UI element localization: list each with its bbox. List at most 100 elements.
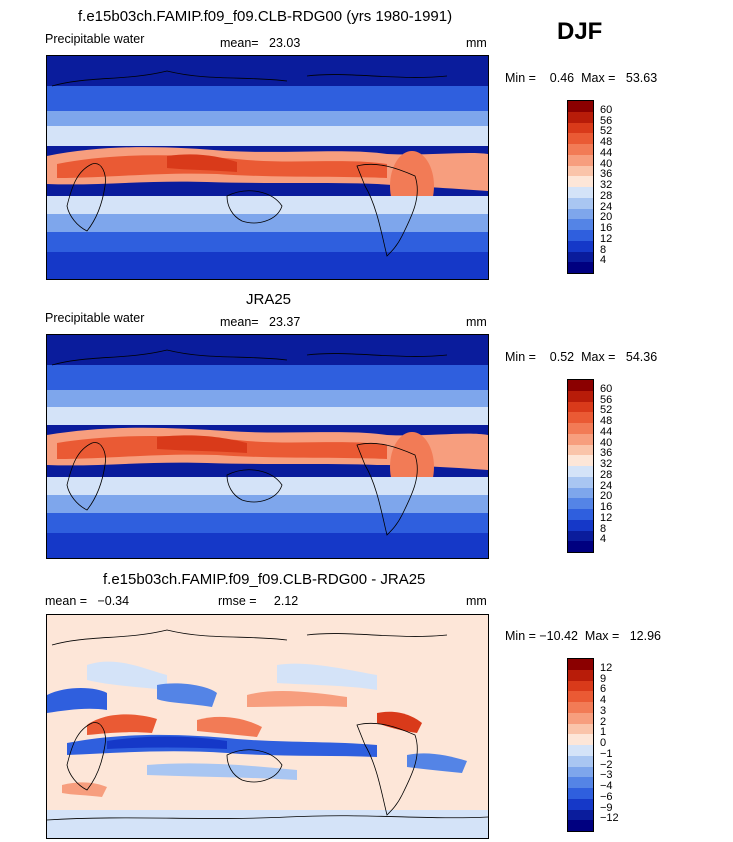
- colorbar-swatch: [568, 466, 593, 477]
- colorbar-swatch: [568, 777, 593, 788]
- colorbar-tick-label: 16: [600, 501, 613, 513]
- colorbar-tick-label: 36: [600, 447, 613, 460]
- colorbar-tick-label: 12: [600, 232, 613, 245]
- colorbar-tick-label: 1: [600, 726, 607, 739]
- colorbar-tick-label: 4: [600, 254, 607, 267]
- colorbar-swatch: [568, 165, 593, 177]
- colorbar-tick-label: 52: [600, 125, 613, 138]
- panel-3-rmse: rmse = 2.12: [218, 594, 299, 608]
- colorbar-tick-label: −9: [600, 801, 613, 814]
- colorbar-swatch: [568, 487, 593, 499]
- colorbar-tick-label: 16: [600, 222, 613, 234]
- colorbar-swatch: [568, 240, 593, 252]
- colorbar-swatch: [568, 187, 593, 198]
- panel-1-field: [47, 56, 488, 279]
- colorbar-swatch: [568, 390, 593, 402]
- panel-3-map: [46, 614, 489, 839]
- colorbar-tick-label: 0: [600, 737, 607, 749]
- panel-3-coastlines: [47, 629, 488, 821]
- colorbar-swatch: [568, 519, 593, 531]
- panel-1-title: f.e15b03ch.FAMIP.f09_f09.CLB-RDG00 (yrs …: [78, 8, 453, 25]
- colorbar-swatch: [568, 444, 593, 456]
- colorbar-tick-label: 4: [600, 694, 607, 706]
- colorbar-swatch: [568, 669, 593, 681]
- colorbar-swatch: [568, 820, 593, 831]
- season-label: DJF: [557, 18, 603, 45]
- colorbar-tick-label: 24: [600, 200, 613, 213]
- colorbar-tick-label: 36: [600, 168, 613, 181]
- colorbar-swatch: [568, 154, 593, 166]
- colorbar-tick-label: −2: [600, 758, 613, 771]
- panel-1-map: [46, 55, 489, 280]
- colorbar-tick-label: 56: [600, 393, 613, 406]
- colorbar-tick-label: 6: [600, 683, 607, 696]
- colorbar-tick-label: 8: [600, 522, 607, 535]
- panel-1-map-svg: [47, 56, 488, 279]
- colorbar-tick-label: 8: [600, 243, 607, 256]
- colorbar-tick-label: 20: [600, 211, 613, 224]
- colorbar-tick-label: −12: [600, 812, 619, 825]
- colorbar-swatch: [568, 766, 593, 778]
- colorbar-tick-label: 28: [600, 468, 613, 481]
- panel-3-map-svg: [47, 615, 488, 838]
- colorbar-tick-label: −6: [600, 790, 613, 803]
- colorbar-tick-label: 44: [600, 146, 613, 159]
- panel-3-mean: mean = −0.34: [45, 594, 130, 608]
- panel-3-field: [47, 615, 488, 838]
- panel-2-title: JRA25: [246, 291, 292, 308]
- colorbar-swatch: [568, 755, 593, 767]
- colorbar-tick-label: 40: [600, 157, 613, 170]
- colorbar-swatch: [568, 251, 593, 263]
- colorbar-tick-label: 52: [600, 404, 613, 417]
- colorbar-swatch: [568, 262, 593, 273]
- colorbar-swatch: [568, 745, 593, 756]
- colorbar-tick-label: 3: [600, 704, 607, 717]
- colorbar-swatch: [568, 122, 593, 134]
- colorbar-swatch: [568, 176, 593, 187]
- colorbar-tick-label: 40: [600, 436, 613, 449]
- panel-2-variable: Precipitable water: [45, 311, 145, 325]
- colorbar-swatch: [568, 498, 593, 509]
- colorbar-swatch: [568, 423, 593, 434]
- panel-3-minmax: Min = −10.42 Max = 12.96: [505, 629, 661, 643]
- colorbar-tick-label: 56: [600, 114, 613, 127]
- colorbar-tick-label: 48: [600, 136, 613, 148]
- colorbar-tick-label: 4: [600, 533, 607, 546]
- colorbar-swatch: [568, 659, 593, 670]
- colorbar-swatch: [568, 712, 593, 724]
- colorbar-tick-label: 20: [600, 490, 613, 503]
- panel-1-mean: mean= 23.03: [220, 36, 301, 50]
- colorbar-tick-label: 60: [600, 103, 613, 116]
- colorbar-swatch: [568, 197, 593, 209]
- panel-3-title: f.e15b03ch.FAMIP.f09_f09.CLB-RDG00 - JRA…: [103, 571, 426, 588]
- panel-2-units: mm: [466, 315, 487, 329]
- colorbar-tick-label: 48: [600, 415, 613, 427]
- colorbar-swatch: [568, 680, 593, 692]
- colorbar-tick-label: 44: [600, 425, 613, 438]
- panel-3-units: mm: [466, 594, 487, 608]
- panel-2-minmax: Min = 0.52 Max = 54.36: [505, 350, 658, 364]
- colorbar-swatch: [568, 723, 593, 735]
- colorbar-swatch: [568, 788, 593, 799]
- colorbar-swatch: [568, 380, 593, 391]
- panel-1-units: mm: [466, 36, 487, 50]
- panel-2-colorbar: [567, 379, 594, 553]
- panel-1-coastlines: [51, 70, 448, 257]
- colorbar-swatch: [568, 691, 593, 702]
- colorbar-tick-label: −4: [600, 780, 613, 792]
- panel-1-minmax: Min = 0.46 Max = 53.63: [505, 71, 658, 85]
- colorbar-swatch: [568, 101, 593, 112]
- panel-1-colorbar: [567, 100, 594, 274]
- colorbar-swatch: [568, 541, 593, 552]
- colorbar-tick-label: 32: [600, 179, 613, 191]
- colorbar-swatch: [568, 111, 593, 123]
- panel-2-coastlines: [51, 349, 448, 536]
- colorbar-tick-label: −3: [600, 769, 613, 782]
- colorbar-tick-label: 12: [600, 511, 613, 524]
- panel-2-mean: mean= 23.37: [220, 315, 301, 329]
- panel-1-variable: Precipitable water: [45, 32, 145, 46]
- colorbar-swatch: [568, 702, 593, 713]
- panel-3-colorbar: [567, 658, 594, 832]
- colorbar-swatch: [568, 401, 593, 413]
- colorbar-tick-label: 12: [600, 661, 613, 674]
